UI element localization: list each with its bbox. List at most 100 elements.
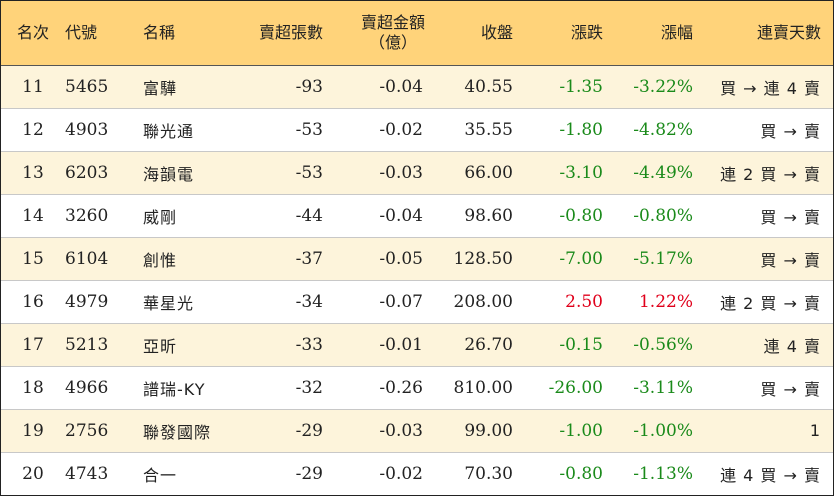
- cell-change-pct: -4.82%: [613, 108, 703, 152]
- cell-code: 6104: [65, 237, 133, 281]
- cell-rank: 16: [1, 280, 65, 324]
- cell-name: 創惟: [133, 237, 233, 281]
- table-row: 14 3260 威剛 -44 -0.04 98.60 -0.80 -0.80% 買 → 賣: [1, 194, 833, 238]
- cell-change: 2.50: [523, 280, 613, 324]
- cell-code: 3260: [65, 194, 133, 238]
- cell-sell-shares: -44: [233, 194, 333, 238]
- header-name: 名稱: [133, 1, 233, 66]
- cell-close: 99.00: [433, 409, 523, 453]
- header-sell-amount-label: 賣超金額 （億）: [361, 13, 425, 53]
- cell-code: 6203: [65, 151, 133, 195]
- cell-sell-amount: -0.03: [333, 151, 433, 195]
- cell-streak: 連 2 買 → 賣: [703, 151, 833, 195]
- cell-change: -1.35: [523, 65, 613, 109]
- cell-rank: 14: [1, 194, 65, 238]
- header-change-pct: 漲幅: [613, 1, 703, 66]
- table-body: 11 5465 富驊 -93 -0.04 40.55 -1.35 -3.22% 買 → 連 4 …: [1, 65, 833, 495]
- cell-code: 5465: [65, 65, 133, 109]
- cell-sell-amount: -0.01: [333, 323, 433, 367]
- cell-change-pct: -3.11%: [613, 366, 703, 410]
- cell-sell-amount: -0.07: [333, 280, 433, 324]
- cell-close: 26.70: [433, 323, 523, 367]
- cell-close: 40.55: [433, 65, 523, 109]
- cell-rank: 15: [1, 237, 65, 281]
- cell-streak: 連 2 買 → 賣: [703, 280, 833, 324]
- cell-change: -7.00: [523, 237, 613, 281]
- table-row: 19 2756 聯發國際 -29 -0.03 99.00 -1.00 -1.00% 1: [1, 409, 833, 453]
- cell-close: 208.00: [433, 280, 523, 324]
- cell-change-pct: -1.00%: [613, 409, 703, 453]
- cell-streak: 買 → 賣: [703, 237, 833, 281]
- cell-name: 聯光通: [133, 108, 233, 152]
- cell-sell-shares: -37: [233, 237, 333, 281]
- cell-sell-amount: -0.26: [333, 366, 433, 410]
- cell-change-pct: 1.22%: [613, 280, 703, 324]
- table-header: 名次 代號 名稱 賣超張數 賣超金額 （億） 收盤 漲跌 漲幅 連賣天數: [1, 1, 833, 66]
- cell-rank: 13: [1, 151, 65, 195]
- header-row: 名次 代號 名稱 賣超張數 賣超金額 （億） 收盤 漲跌 漲幅 連賣天數: [1, 1, 833, 66]
- header-sell-shares: 賣超張數: [233, 1, 333, 66]
- header-change: 漲跌: [523, 1, 613, 66]
- header-streak: 連賣天數: [703, 1, 833, 66]
- cell-name: 亞昕: [133, 323, 233, 367]
- cell-close: 35.55: [433, 108, 523, 152]
- cell-name: 華星光: [133, 280, 233, 324]
- cell-streak: 連 4 買 → 賣: [703, 452, 833, 495]
- table-row: 16 4979 華星光 -34 -0.07 208.00 2.50 1.22% 連 2 買 → …: [1, 280, 833, 324]
- cell-name: 聯發國際: [133, 409, 233, 453]
- cell-change: -1.80: [523, 108, 613, 152]
- table-row: 13 6203 海韻電 -53 -0.03 66.00 -3.10 -4.49% 連 2 買 →…: [1, 151, 833, 195]
- cell-name: 譜瑞-KY: [133, 366, 233, 410]
- cell-close: 128.50: [433, 237, 523, 281]
- cell-close: 98.60: [433, 194, 523, 238]
- cell-sell-shares: -34: [233, 280, 333, 324]
- cell-code: 4966: [65, 366, 133, 410]
- cell-change: -3.10: [523, 151, 613, 195]
- header-sell-amount-line1: 賣超金額: [360, 12, 425, 32]
- cell-change: -0.15: [523, 323, 613, 367]
- cell-sell-shares: -93: [233, 65, 333, 109]
- cell-name: 富驊: [133, 65, 233, 109]
- table-row: 12 4903 聯光通 -53 -0.02 35.55 -1.80 -4.82% 買 → 賣: [1, 108, 833, 152]
- cell-sell-amount: -0.02: [333, 108, 433, 152]
- cell-rank: 11: [1, 65, 65, 109]
- cell-rank: 17: [1, 323, 65, 367]
- cell-sell-amount: -0.04: [333, 194, 433, 238]
- cell-change-pct: -5.17%: [613, 237, 703, 281]
- cell-code: 5213: [65, 323, 133, 367]
- cell-sell-amount: -0.03: [333, 409, 433, 453]
- cell-rank: 18: [1, 366, 65, 410]
- table-row: 20 4743 合一 -29 -0.02 70.30 -0.80 -1.13% 連 4 買 → …: [1, 452, 833, 495]
- cell-streak: 買 → 連 4 賣: [703, 65, 833, 109]
- table-row: 11 5465 富驊 -93 -0.04 40.55 -1.35 -3.22% 買 → 連 4 …: [1, 65, 833, 109]
- header-close: 收盤: [433, 1, 523, 66]
- cell-change-pct: -1.13%: [613, 452, 703, 495]
- cell-sell-amount: -0.05: [333, 237, 433, 281]
- cell-rank: 19: [1, 409, 65, 453]
- cell-streak: 買 → 賣: [703, 194, 833, 238]
- cell-code: 2756: [65, 409, 133, 453]
- header-rank: 名次: [1, 1, 65, 66]
- cell-sell-shares: -32: [233, 366, 333, 410]
- cell-sell-shares: -33: [233, 323, 333, 367]
- cell-sell-shares: -29: [233, 409, 333, 453]
- table-row: 18 4966 譜瑞-KY -32 -0.26 810.00 -26.00 -3.11% 買 →…: [1, 366, 833, 410]
- cell-change: -26.00: [523, 366, 613, 410]
- header-sell-amount: 賣超金額 （億）: [333, 1, 433, 66]
- cell-sell-amount: -0.02: [333, 452, 433, 495]
- cell-change: -0.80: [523, 452, 613, 495]
- header-sell-amount-line2: （億）: [368, 32, 417, 52]
- cell-name: 威剛: [133, 194, 233, 238]
- cell-sell-amount: -0.04: [333, 65, 433, 109]
- cell-streak: 1: [703, 409, 833, 453]
- table-row: 17 5213 亞昕 -33 -0.01 26.70 -0.15 -0.56% 連 4 賣: [1, 323, 833, 367]
- cell-streak: 買 → 賣: [703, 366, 833, 410]
- cell-close: 66.00: [433, 151, 523, 195]
- cell-change-pct: -0.56%: [613, 323, 703, 367]
- cell-rank: 20: [1, 452, 65, 495]
- cell-change: -0.80: [523, 194, 613, 238]
- cell-change: -1.00: [523, 409, 613, 453]
- cell-name: 合一: [133, 452, 233, 495]
